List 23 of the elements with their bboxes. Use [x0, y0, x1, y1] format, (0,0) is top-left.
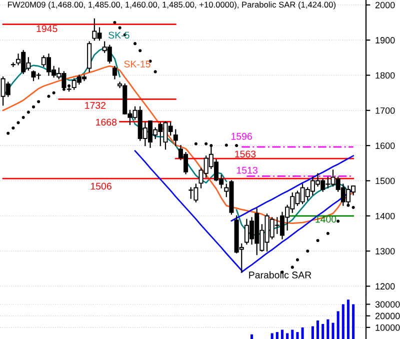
series-label: SK-15	[124, 60, 150, 68]
series-label: Parabolic SAR	[249, 271, 312, 278]
series-label: 1513	[236, 166, 258, 174]
y-tick-label: 10000	[376, 324, 400, 331]
y-tick-label: 1700	[376, 107, 395, 114]
y-tick-label: 1400	[376, 212, 395, 220]
y-tick-label: 1200	[376, 283, 395, 290]
y-tick-label: 20000	[375, 312, 400, 320]
y-tick-label: 2000	[375, 2, 395, 8]
y-tick-label: 1800	[376, 72, 395, 79]
chart-title: FW20M09 (1,468.00, 1,485.00, 1,460.00, 1,485.00, +10.0000), Parabolic SAR (1,424.00)	[8, 1, 336, 10]
series-label: 1945	[36, 25, 58, 32]
series-label: 1668	[96, 118, 117, 126]
y-tick-label: 1600	[376, 142, 395, 149]
series-label: 1596	[231, 132, 252, 140]
y-tick-label: 1500	[376, 178, 395, 184]
y-tick-label: 1900	[376, 37, 395, 44]
series-label: 1732	[85, 102, 106, 109]
series-label: 1506	[90, 182, 112, 190]
y-tick-label: 30000	[375, 301, 400, 308]
series-label: SK-5	[108, 32, 130, 39]
series-label: 1563	[235, 150, 256, 158]
y-tick-label: 1300	[376, 248, 395, 254]
